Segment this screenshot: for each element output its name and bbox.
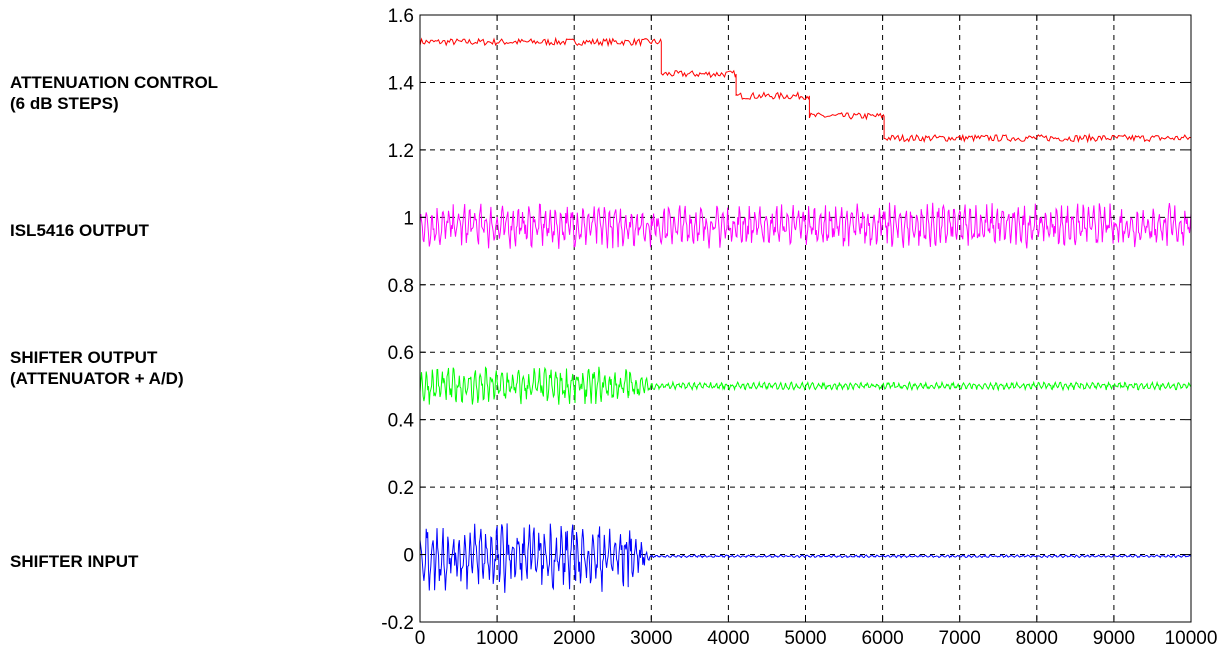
y-tick-label: 0.2 — [388, 478, 414, 499]
label-shifter-input: SHIFTER INPUT — [10, 551, 138, 572]
x-tick-label: 3000 — [630, 628, 672, 649]
x-tick-label: 4000 — [707, 628, 749, 649]
x-tick-label: 7000 — [939, 628, 981, 649]
label-attenuation-control: ATTENUATION CONTROL (6 dB STEPS) — [10, 72, 218, 114]
y-tick-label: 1.4 — [388, 73, 415, 94]
series-line-isl5416 — [419, 202, 1192, 249]
x-tick-label: 8000 — [1016, 628, 1058, 649]
y-tick-label: 0 — [403, 546, 414, 567]
x-tick-label: 10000 — [1165, 628, 1218, 649]
y-tick-label: -0.2 — [381, 613, 414, 634]
label-shifter-output: SHIFTER OUTPUT (ATTENUATOR + A/D) — [10, 347, 184, 389]
label-isl5416-output: ISL5416 OUTPUT — [10, 220, 149, 241]
x-tick-label: 2000 — [553, 628, 595, 649]
x-tick-label: 5000 — [784, 628, 826, 649]
label-line: (ATTENUATOR + A/D) — [10, 369, 184, 388]
label-line: ATTENUATION CONTROL — [10, 73, 219, 92]
x-tick-label: 6000 — [861, 628, 903, 649]
series-group — [419, 36, 1192, 593]
grid — [420, 15, 1191, 622]
x-tick-label: 1000 — [476, 628, 518, 649]
series-line-attenuation — [419, 36, 1192, 144]
y-tick-label: 0.8 — [388, 276, 414, 297]
label-line: SHIFTER INPUT — [10, 552, 139, 571]
label-line: SHIFTER OUTPUT — [10, 348, 158, 367]
y-tick-label: 1 — [403, 208, 414, 229]
y-tick-label: 1.6 — [388, 6, 414, 27]
x-tick-label: 0 — [415, 628, 426, 649]
x-tick-label: 9000 — [1093, 628, 1135, 649]
y-tick-label: 1.2 — [388, 141, 414, 162]
series-line-shifter-in — [419, 523, 1192, 593]
y-tick-label: 0.6 — [388, 343, 414, 364]
label-line: (6 dB STEPS) — [10, 94, 119, 113]
y-tick-label: 0.4 — [388, 411, 415, 432]
series-line-shifter-out — [419, 366, 1192, 405]
label-line: ISL5416 OUTPUT — [10, 221, 149, 240]
tick-labels: 0 1000 2000 3000 4000 5000 6000 7000 8000 9000 100… — [381, 6, 1217, 649]
